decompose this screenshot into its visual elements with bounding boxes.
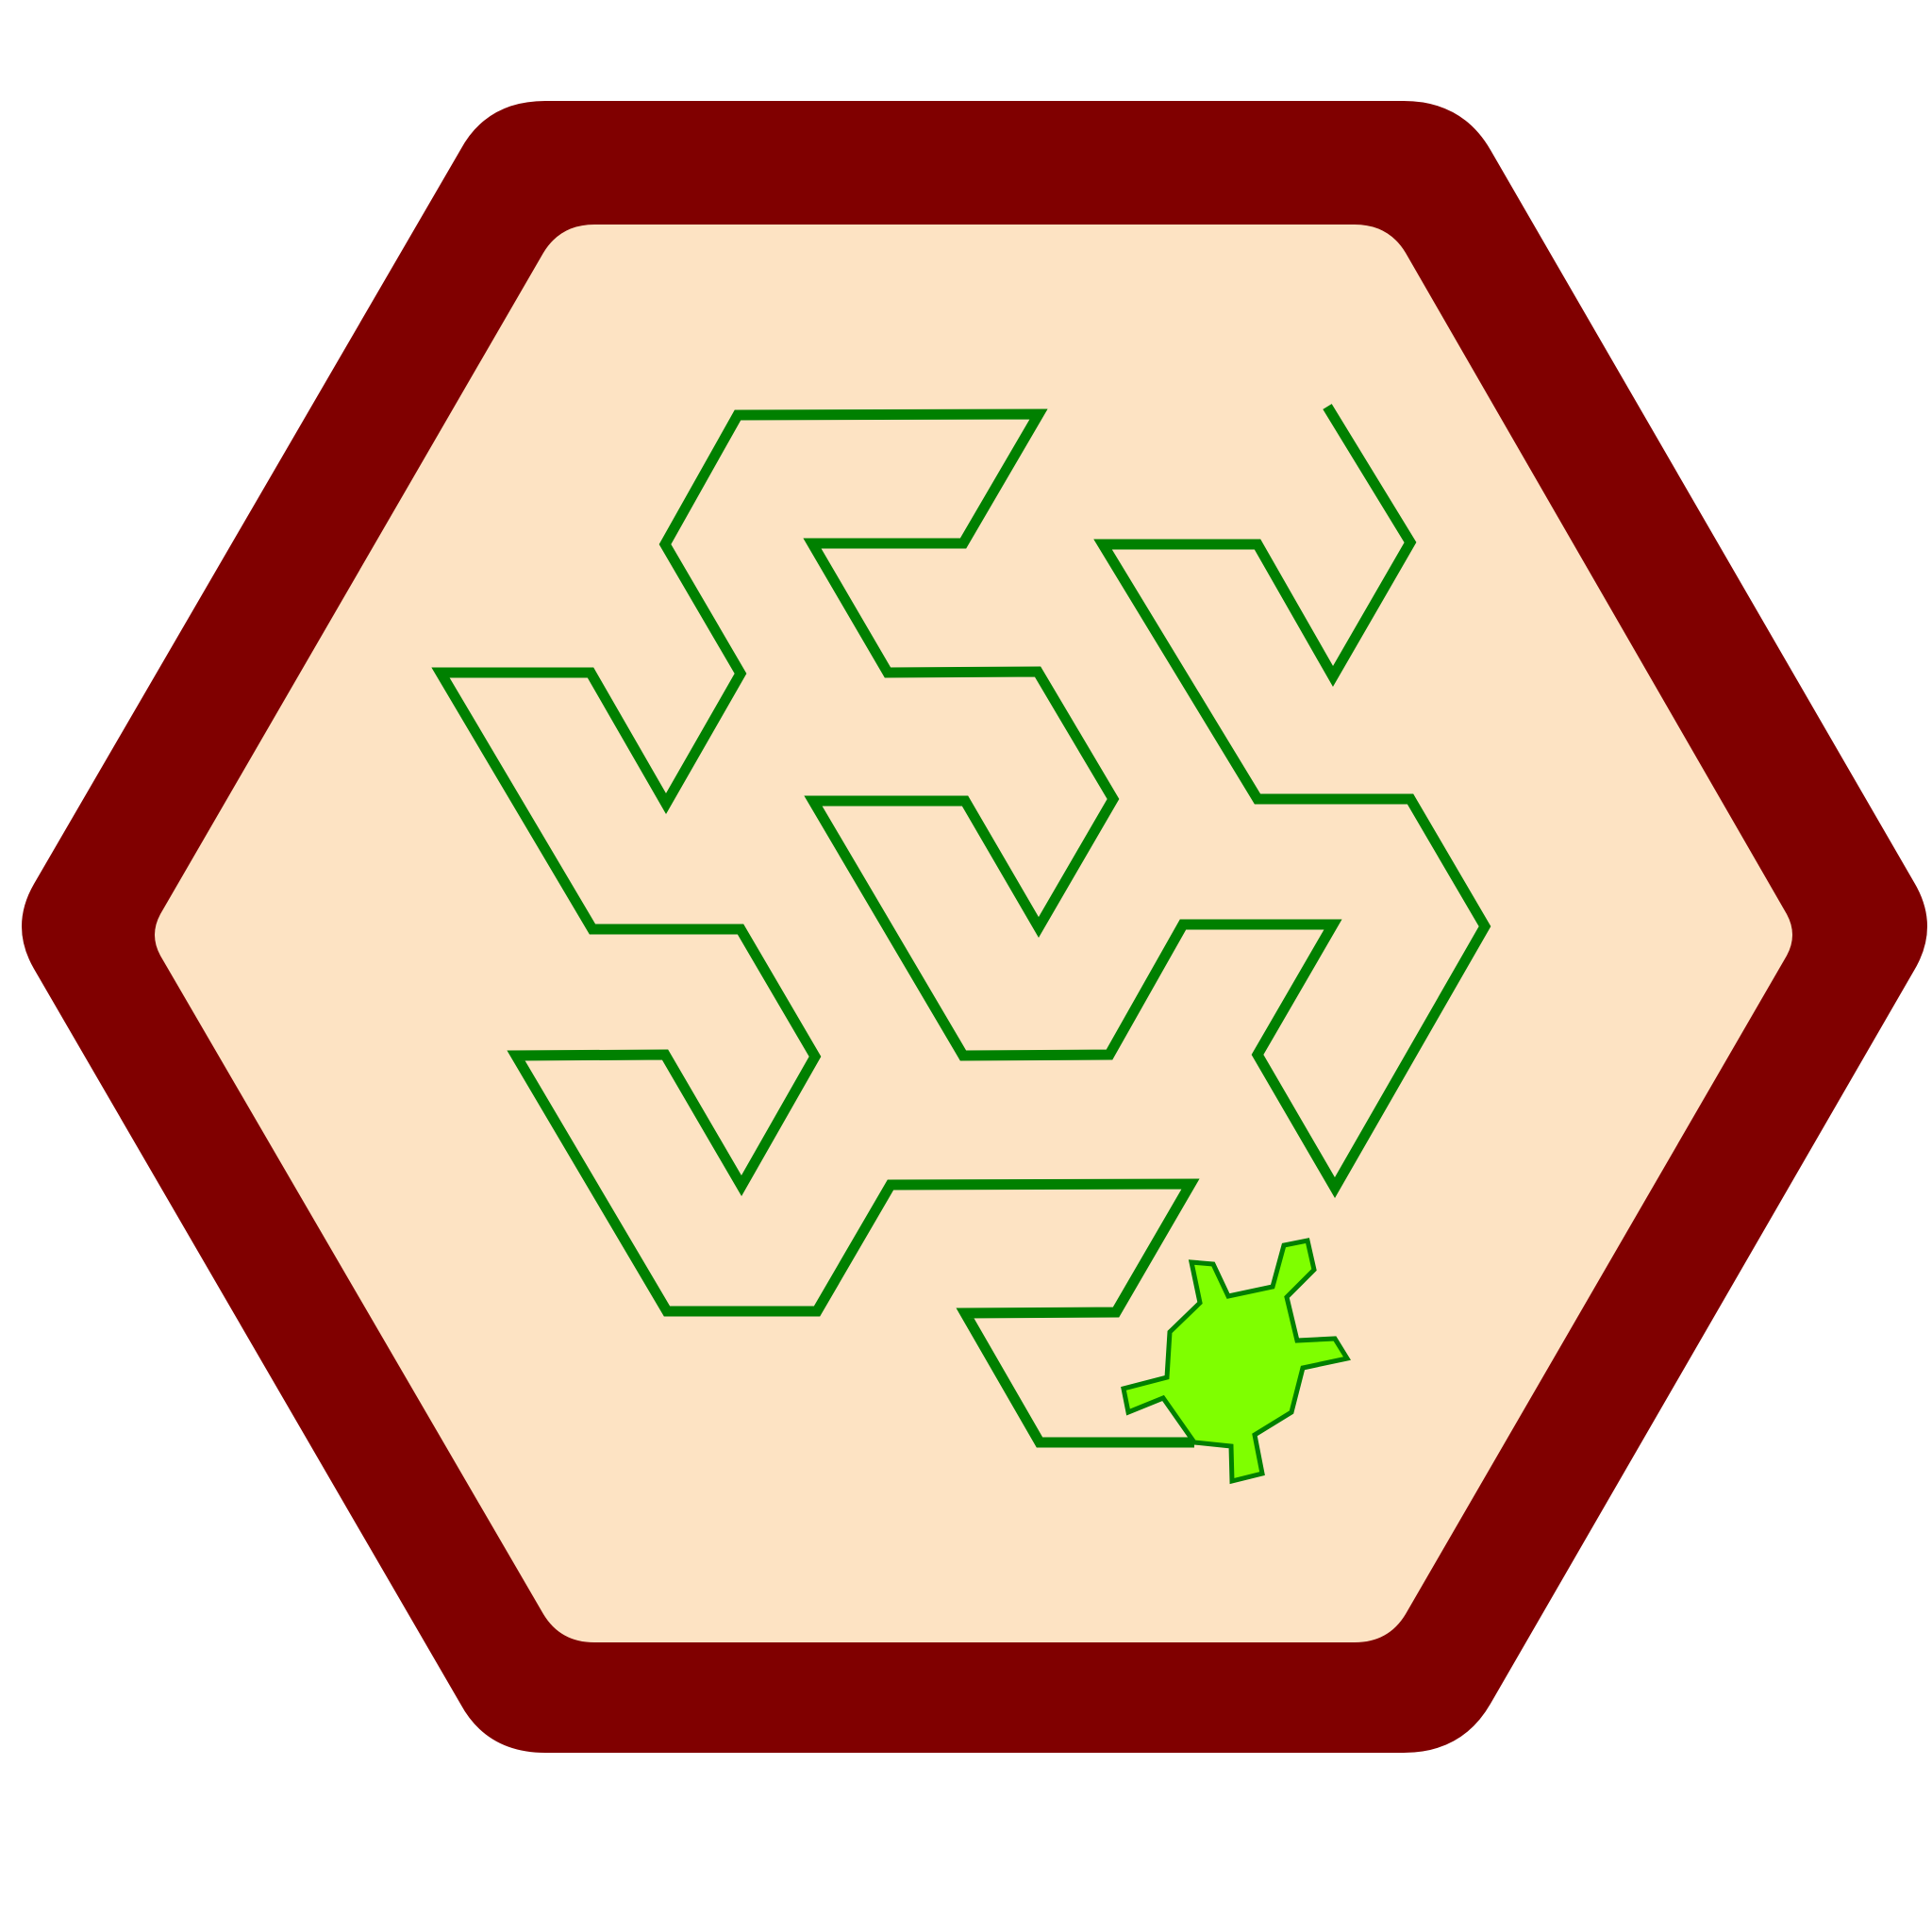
turtle-icon	[1121, 1238, 1351, 1485]
turtle-trail-path	[431, 404, 1491, 1448]
hexagon-board-interior	[155, 225, 1792, 1642]
